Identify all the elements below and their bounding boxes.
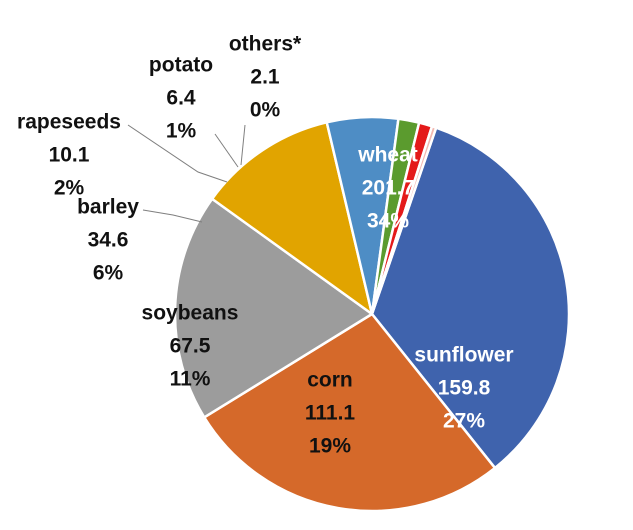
slice-label-value: 6.4 (166, 87, 196, 110)
slice-label-value: 10.1 (49, 144, 90, 167)
slice-label-value: 159.8 (438, 377, 491, 400)
slice-label-percent: 27% (443, 410, 485, 433)
leader-line-rapeseeds (127, 124, 228, 183)
slice-label-percent: 34% (367, 210, 409, 233)
pie-slices (173, 115, 571, 513)
slice-label-value: 67.5 (170, 335, 211, 358)
leader-lines (127, 124, 246, 223)
slice-sunflower (203, 312, 497, 513)
slice-label-percent: 19% (309, 435, 351, 458)
leader-line-potato (214, 133, 239, 168)
slice-label-value: 201.7 (362, 177, 415, 200)
leader-line-barley (142, 209, 203, 223)
slice-label-name: sunflower (414, 344, 513, 367)
slice-label-percent: 1% (166, 120, 197, 143)
leader-line-others (240, 124, 246, 166)
slice-label-percent: 11% (170, 368, 211, 391)
slice-label-name: wheat (357, 144, 418, 167)
slice-others (370, 125, 438, 316)
slice-label-name: potato (149, 54, 213, 77)
slice-label-value: 34.6 (88, 229, 129, 252)
slice-labels: wheat 201.7 34% sunflower 159.8 27% corn 111.1 1… (17, 33, 514, 458)
slice-soybeans (210, 121, 374, 316)
slice-corn (173, 197, 374, 419)
slice-label-name: soybeans (142, 302, 239, 325)
slice-label-percent: 6% (93, 262, 124, 285)
slice-label-percent: 0% (250, 99, 281, 122)
slice-label-name: barley (77, 196, 139, 219)
slice-label-name: corn (307, 369, 353, 392)
slice-label-value: 2.1 (250, 66, 280, 89)
slice-wheat (370, 126, 571, 470)
slice-label-name: others* (229, 33, 302, 56)
slice-label-name: rapeseeds (17, 111, 121, 134)
slice-label-percent: 2% (54, 177, 85, 200)
slice-label-value: 111.1 (305, 402, 356, 425)
